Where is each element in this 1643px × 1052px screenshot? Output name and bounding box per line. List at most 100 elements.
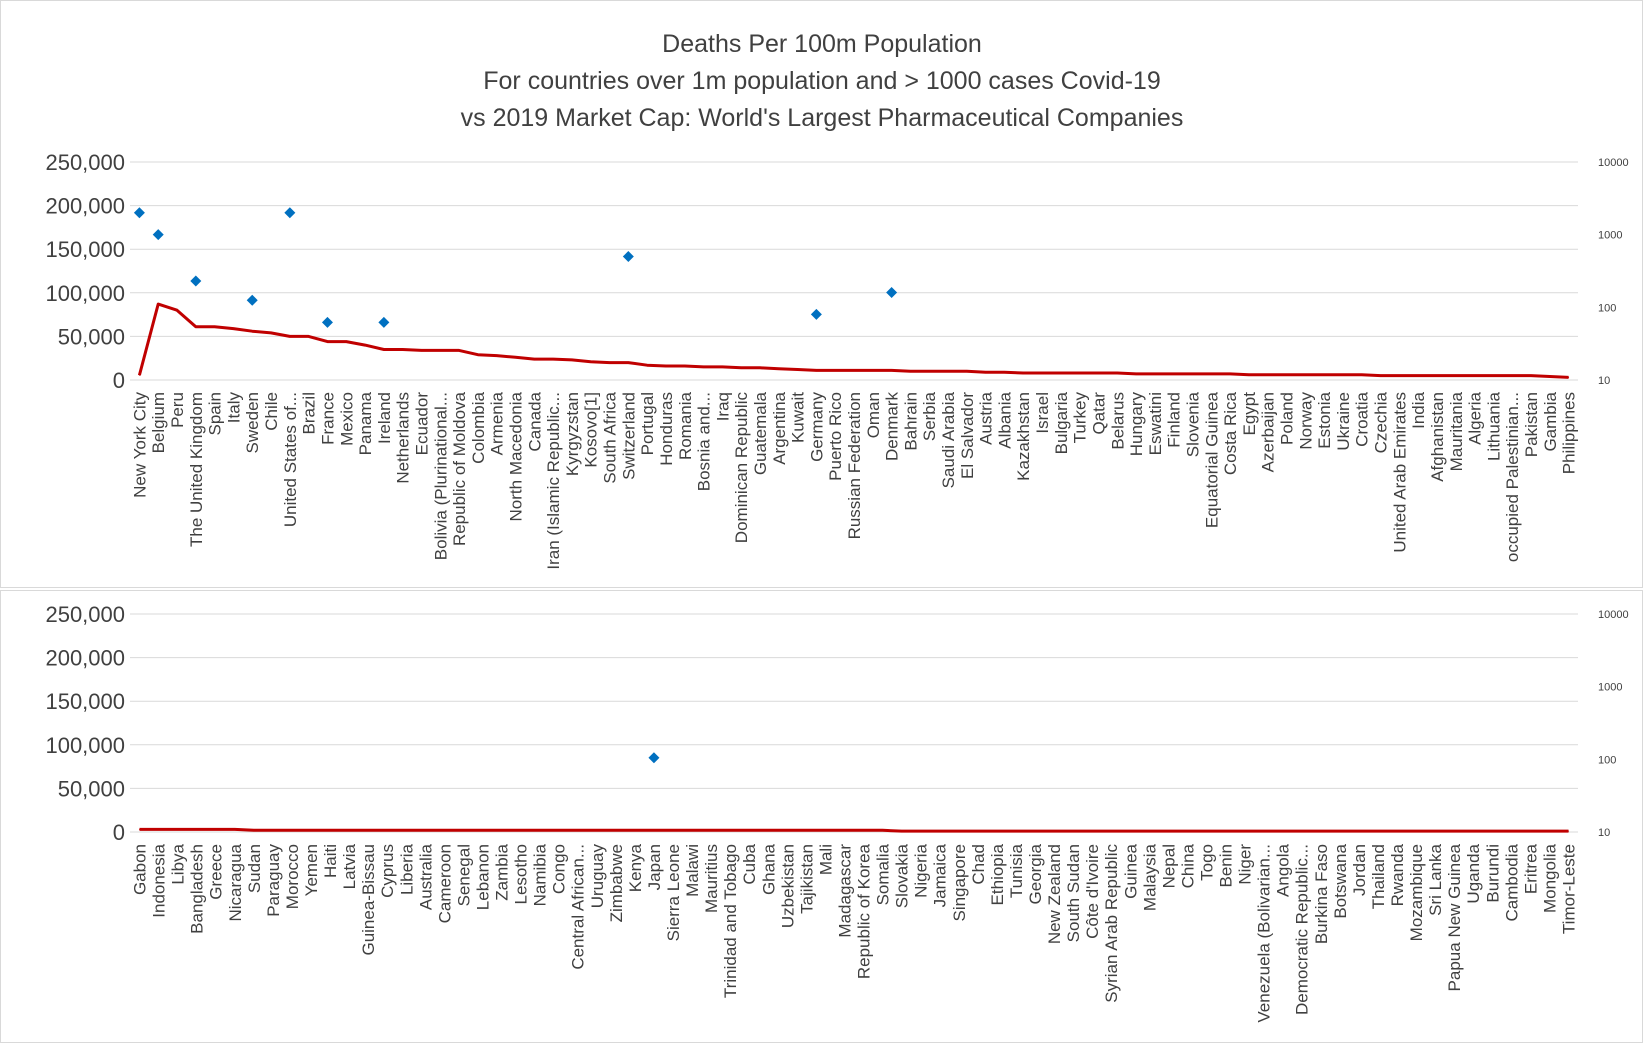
- panel-bottom-border: [0, 590, 1643, 1043]
- deaths-point: [214, 326, 216, 328]
- x-tick-label: Poland: [1278, 392, 1297, 445]
- y-tick-label: 250,000: [45, 150, 125, 175]
- x-tick-label: Bulgaria: [1052, 391, 1071, 454]
- x-tick-label: Eswatini: [1146, 392, 1165, 455]
- x-tick-label: Slovenia: [1183, 391, 1202, 457]
- deaths-point: [863, 829, 865, 831]
- x-tick-label: Denmark: [883, 392, 902, 461]
- deaths-point: [703, 366, 705, 368]
- x-tick-label: Yemen: [302, 844, 321, 896]
- x-tick-label: Hungary: [1127, 392, 1146, 457]
- y-tick-label: 100,000: [45, 281, 125, 306]
- deaths-point: [1191, 373, 1193, 375]
- deaths-point: [1267, 374, 1269, 376]
- x-tick-label: Pakistan: [1522, 392, 1541, 457]
- x-tick-label: Egypt: [1240, 392, 1259, 436]
- deaths-point: [1079, 372, 1081, 374]
- x-tick-label: Kenya: [626, 843, 645, 892]
- deaths-point: [1091, 830, 1093, 832]
- x-tick-label: India: [1409, 391, 1428, 428]
- deaths-point: [196, 828, 198, 830]
- deaths-point: [1053, 830, 1055, 832]
- x-tick-label: Serbia: [920, 391, 939, 441]
- x-tick-label: Uganda: [1464, 843, 1483, 903]
- deaths-series-line: [139, 827, 1569, 833]
- x-tick-label: Costa Rica: [1221, 391, 1240, 475]
- deaths-point: [462, 829, 464, 831]
- market-cap-marker: [284, 207, 296, 219]
- y2-tick-label: 10000: [1598, 609, 1629, 621]
- x-tick-label: Trinidad and Tobago: [721, 844, 740, 998]
- x-tick-label: Venezuela (Bolivarian...: [1255, 844, 1274, 1023]
- deaths-point: [1530, 375, 1532, 377]
- deaths-point: [1453, 830, 1455, 832]
- deaths-point: [920, 830, 922, 832]
- x-tick-label: Mongolia: [1540, 843, 1559, 913]
- x-tick-label: Rwanda: [1388, 843, 1407, 906]
- y-tick-label: 50,000: [58, 776, 125, 801]
- x-tick-label: Togo: [1197, 844, 1216, 881]
- deaths-point: [843, 829, 845, 831]
- x-tick-label: Ireland: [375, 392, 394, 444]
- x-tick-label: United Arab Emirates: [1390, 392, 1409, 553]
- x-tick-label: Sri Lanka: [1426, 843, 1445, 915]
- deaths-point: [1034, 830, 1036, 832]
- x-tick-label: Turkey: [1071, 392, 1090, 444]
- deaths-point: [646, 364, 648, 366]
- x-tick-label: Qatar: [1089, 392, 1108, 435]
- deaths-point: [590, 361, 592, 363]
- deaths-point: [872, 369, 874, 371]
- deaths-point: [270, 332, 272, 334]
- deaths-point: [533, 358, 535, 360]
- deaths-point: [552, 358, 554, 360]
- x-tick-label: Ukraine: [1334, 392, 1353, 451]
- panel-2: 250,000 200,000 150,000 100,000 50,000 0 10000…: [45, 602, 1628, 1023]
- x-tick-label: Slovakia: [893, 843, 912, 908]
- deaths-point: [348, 829, 350, 831]
- chart-title: Deaths Per 100m Population For countries…: [461, 30, 1184, 132]
- x-tick-label: Czechia: [1372, 391, 1391, 453]
- deaths-point: [1167, 830, 1169, 832]
- x-tick-label: Gambia: [1541, 391, 1560, 451]
- deaths-point: [215, 828, 217, 830]
- market-cap-marker: [622, 251, 634, 263]
- y-tick-label: 200,000: [45, 194, 125, 219]
- deaths-point: [386, 829, 388, 831]
- x-tick-label: Côte d'Ivoire: [1083, 844, 1102, 939]
- deaths-point: [891, 369, 893, 371]
- deaths-point: [1304, 374, 1306, 376]
- x-tick-label: Philippines: [1560, 392, 1579, 474]
- x-tick-label: Estonia: [1315, 391, 1334, 448]
- deaths-point: [1154, 373, 1156, 375]
- deaths-point: [740, 367, 742, 369]
- x-tick-label: Bolivia (Plurinational...: [431, 392, 450, 560]
- deaths-point: [345, 341, 347, 343]
- deaths-point: [985, 371, 987, 373]
- x-tick-label: Greece: [207, 844, 226, 900]
- deaths-point: [596, 829, 598, 831]
- x-tick-label: Sierra Leone: [664, 844, 683, 941]
- x-tick-label: Namibia: [531, 843, 550, 906]
- deaths-point: [367, 829, 369, 831]
- deaths-point: [443, 829, 445, 831]
- deaths-point: [1398, 375, 1400, 377]
- x-tick-label: Iraq: [713, 392, 732, 421]
- x-tick-label: Cameroon: [435, 844, 454, 923]
- deaths-point: [515, 356, 517, 358]
- deaths-point: [1549, 376, 1551, 378]
- deaths-point: [326, 341, 328, 343]
- x-tick-label: Latvia: [340, 843, 359, 889]
- x-tick-label: Mauritius: [702, 844, 721, 913]
- x-tick-label: Zimbabwe: [607, 844, 626, 922]
- deaths-point: [1434, 830, 1436, 832]
- x-tick-label: Guinea-Bissau: [359, 844, 378, 956]
- x-tick-label: Guinea: [1121, 843, 1140, 898]
- x-tick-label: Morocco: [283, 844, 302, 909]
- x-tick-label: Kyrgyzstan: [563, 392, 582, 476]
- deaths-point: [748, 829, 750, 831]
- chart-title-line-1: Deaths Per 100m Population: [662, 30, 982, 58]
- x-tick-label: Armenia: [488, 391, 507, 455]
- deaths-point: [1472, 830, 1474, 832]
- x-tick-label: Saudi Arabia: [939, 391, 958, 488]
- x-tick-label: Burundi: [1483, 844, 1502, 903]
